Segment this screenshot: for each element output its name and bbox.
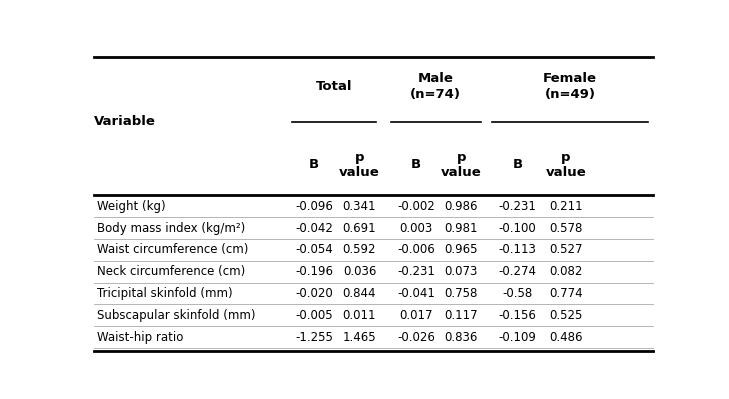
Text: 0.774: 0.774 <box>549 287 582 300</box>
Text: -0.054: -0.054 <box>295 243 333 257</box>
Text: Female
(n=49): Female (n=49) <box>543 72 597 101</box>
Text: -0.231: -0.231 <box>397 265 435 278</box>
Text: Body mass index (kg/m²): Body mass index (kg/m²) <box>97 221 245 235</box>
Text: 0.486: 0.486 <box>549 331 582 344</box>
Text: B: B <box>309 158 319 171</box>
Text: Male
(n=74): Male (n=74) <box>410 72 461 101</box>
Text: 0.986: 0.986 <box>445 200 478 213</box>
Text: p
value: p value <box>441 151 482 179</box>
Text: -0.020: -0.020 <box>295 287 333 300</box>
Text: 0.525: 0.525 <box>549 309 582 322</box>
Text: -0.196: -0.196 <box>295 265 333 278</box>
Text: 0.758: 0.758 <box>445 287 478 300</box>
Text: 0.836: 0.836 <box>445 331 478 344</box>
Text: -0.109: -0.109 <box>499 331 537 344</box>
Text: -0.156: -0.156 <box>499 309 537 322</box>
Text: 0.011: 0.011 <box>343 309 376 322</box>
Text: -0.041: -0.041 <box>397 287 435 300</box>
Text: 0.003: 0.003 <box>399 221 432 235</box>
Text: Tricipital skinfold (mm): Tricipital skinfold (mm) <box>97 287 233 300</box>
Text: p
value: p value <box>339 151 380 179</box>
Text: 0.691: 0.691 <box>343 221 376 235</box>
Text: B: B <box>512 158 523 171</box>
Text: Total: Total <box>316 80 352 93</box>
Text: -0.006: -0.006 <box>397 243 435 257</box>
Text: 0.341: 0.341 <box>343 200 376 213</box>
Text: 0.117: 0.117 <box>445 309 478 322</box>
Text: -0.002: -0.002 <box>397 200 435 213</box>
Text: 0.036: 0.036 <box>343 265 376 278</box>
Text: 0.844: 0.844 <box>343 287 376 300</box>
Text: 0.965: 0.965 <box>445 243 478 257</box>
Text: 0.017: 0.017 <box>399 309 433 322</box>
Text: B: B <box>411 158 421 171</box>
Text: Neck circumference (cm): Neck circumference (cm) <box>97 265 245 278</box>
Text: 0.592: 0.592 <box>343 243 376 257</box>
Text: -0.231: -0.231 <box>499 200 537 213</box>
Text: p
value: p value <box>545 151 586 179</box>
Text: Subscapular skinfold (mm): Subscapular skinfold (mm) <box>97 309 255 322</box>
Text: -0.58: -0.58 <box>502 287 533 300</box>
Text: 0.981: 0.981 <box>445 221 478 235</box>
Text: 0.073: 0.073 <box>445 265 478 278</box>
Text: -0.113: -0.113 <box>499 243 537 257</box>
Text: 0.082: 0.082 <box>549 265 582 278</box>
Text: 0.527: 0.527 <box>549 243 582 257</box>
Text: -0.026: -0.026 <box>397 331 435 344</box>
Text: -1.255: -1.255 <box>295 331 333 344</box>
Text: Waist circumference (cm): Waist circumference (cm) <box>97 243 248 257</box>
Text: -0.005: -0.005 <box>295 309 333 322</box>
Text: Waist-hip ratio: Waist-hip ratio <box>97 331 183 344</box>
Text: 0.578: 0.578 <box>549 221 582 235</box>
Text: 1.465: 1.465 <box>343 331 376 344</box>
Text: -0.096: -0.096 <box>295 200 333 213</box>
Text: -0.042: -0.042 <box>295 221 333 235</box>
Text: 0.211: 0.211 <box>549 200 582 213</box>
Text: Variable: Variable <box>94 115 156 128</box>
Text: -0.100: -0.100 <box>499 221 537 235</box>
Text: -0.274: -0.274 <box>499 265 537 278</box>
Text: Weight (kg): Weight (kg) <box>97 200 165 213</box>
